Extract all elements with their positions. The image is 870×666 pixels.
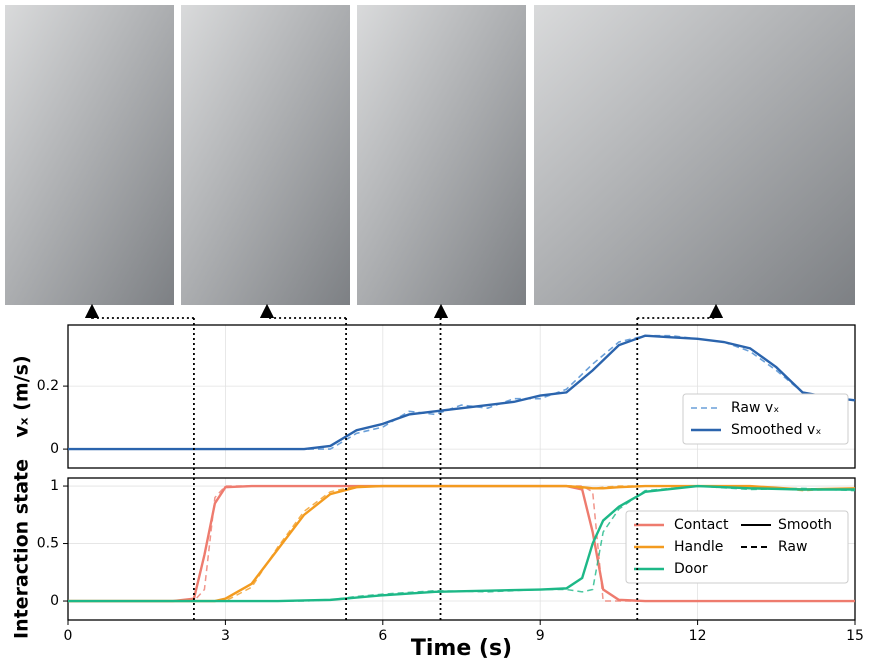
photo [5,5,174,305]
x-tick-label: 3 [221,628,230,644]
x-tick-label: 12 [689,628,707,644]
event-connector [637,311,716,318]
legend-label: Door [674,561,708,577]
photo [534,5,855,305]
photo [181,5,350,305]
y-tick-label: 0.2 [37,378,59,394]
x-tick-label: 6 [378,628,387,644]
y-tick-label: 0 [50,441,59,457]
y-tick-label: 0 [50,593,59,609]
y-tick-label: 1 [50,478,59,494]
y-axis-label: Interaction state [11,459,33,639]
legend-label: Raw vₓ [731,400,779,416]
x-axis-label: Time (s) [411,636,512,661]
photo [357,5,526,305]
legend-label: Contact [674,517,729,533]
x-tick-label: 9 [536,628,545,644]
y-axis-label: vₓ (m/s) [11,355,33,437]
x-tick-label: 0 [64,628,73,644]
x-tick-label: 15 [846,628,864,644]
legend-label: Smoothed vₓ [731,422,821,438]
y-tick-label: 0.5 [37,536,59,552]
legend-label: Handle [674,539,723,555]
legend-label: Smooth [778,517,832,533]
legend-label: Raw [778,539,807,555]
event-connector [92,311,194,318]
event-connector [267,311,346,318]
